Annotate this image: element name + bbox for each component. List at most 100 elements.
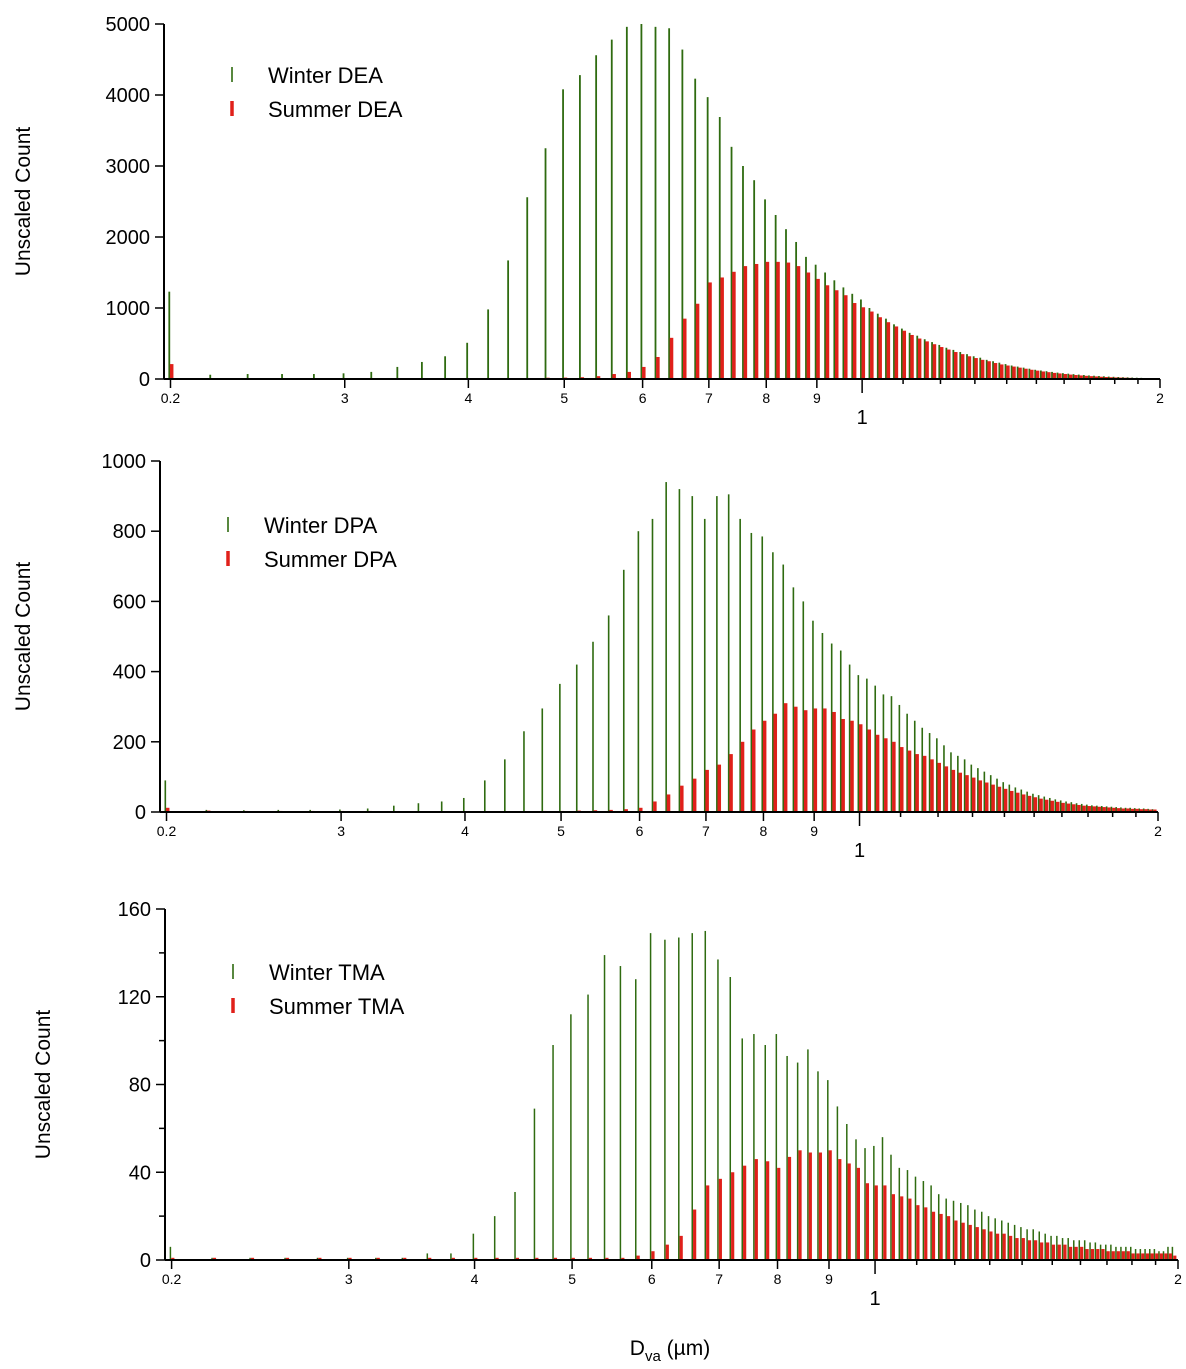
legend-swatch-winter bbox=[231, 67, 233, 82]
bar bbox=[921, 727, 924, 812]
x-tick-label: 4 bbox=[464, 390, 472, 406]
bar bbox=[900, 1196, 904, 1260]
y-tick-label: 4000 bbox=[106, 85, 151, 107]
bar bbox=[861, 307, 866, 379]
bar bbox=[1120, 1246, 1122, 1260]
bar bbox=[922, 755, 927, 812]
bar bbox=[874, 1185, 878, 1260]
bar bbox=[870, 311, 874, 379]
bar bbox=[466, 342, 469, 379]
bar bbox=[802, 601, 805, 812]
bar bbox=[833, 280, 836, 379]
bar bbox=[795, 241, 798, 379]
bar bbox=[906, 713, 908, 812]
bar bbox=[1040, 1242, 1044, 1260]
bar bbox=[1059, 800, 1062, 812]
bar bbox=[954, 1220, 958, 1260]
bar bbox=[866, 678, 868, 812]
bar bbox=[1149, 1249, 1151, 1260]
bar bbox=[805, 256, 807, 379]
bar bbox=[894, 326, 899, 379]
bar bbox=[1026, 791, 1028, 812]
bar bbox=[1115, 807, 1117, 812]
bar bbox=[1153, 809, 1157, 812]
bar bbox=[706, 1185, 710, 1260]
bar bbox=[860, 299, 862, 379]
bar bbox=[668, 28, 671, 379]
bar bbox=[808, 1152, 812, 1260]
bar bbox=[851, 293, 854, 379]
bar bbox=[1062, 373, 1064, 379]
bar bbox=[883, 1185, 887, 1260]
bar bbox=[931, 342, 933, 379]
bar bbox=[1107, 807, 1111, 812]
y-tick-label: 5000 bbox=[106, 14, 151, 36]
bar bbox=[892, 741, 896, 812]
y-tick-label: 200 bbox=[113, 732, 146, 754]
bar bbox=[999, 364, 1004, 379]
legend: Winter TMA Summer TMA bbox=[231, 960, 405, 1019]
bar bbox=[958, 772, 962, 812]
bar bbox=[998, 362, 1001, 379]
bar bbox=[1072, 804, 1076, 812]
bar bbox=[1145, 1253, 1150, 1260]
series-winter bbox=[168, 24, 1156, 380]
bar bbox=[1043, 796, 1046, 812]
x-tick-label: 8 bbox=[762, 390, 770, 406]
legend-label-winter: Winter TMA bbox=[269, 960, 385, 985]
y-tick-label: 1000 bbox=[102, 451, 147, 473]
bar bbox=[691, 496, 694, 812]
bar bbox=[1089, 376, 1094, 379]
bar bbox=[991, 784, 995, 812]
bar bbox=[975, 1227, 979, 1260]
bar bbox=[1051, 1244, 1056, 1260]
series-summer bbox=[171, 1150, 1177, 1261]
bar bbox=[786, 262, 791, 379]
bar bbox=[874, 685, 877, 812]
chart-panel-2: 0 200 400 600 800 1000 Unscaled Count 0.2 3 4 5 6 7 8… bbox=[12, 451, 1162, 862]
bar bbox=[796, 266, 801, 379]
bar bbox=[211, 1257, 213, 1260]
legend-swatch-winter bbox=[227, 517, 229, 532]
bar bbox=[1164, 1253, 1168, 1260]
bar bbox=[847, 1163, 851, 1260]
bar bbox=[852, 303, 857, 379]
bar bbox=[922, 1181, 925, 1260]
y-tick-label: 3000 bbox=[106, 156, 151, 178]
x-tick-label: 9 bbox=[810, 823, 818, 839]
bar bbox=[1004, 364, 1007, 379]
bar bbox=[731, 1172, 735, 1260]
bar bbox=[164, 780, 167, 812]
bar bbox=[971, 777, 976, 812]
x-tick-label: 2 bbox=[1154, 823, 1162, 839]
x-tick-label: 4 bbox=[471, 1271, 479, 1287]
bar bbox=[1134, 1249, 1137, 1260]
bar bbox=[1150, 1253, 1154, 1260]
bar bbox=[939, 1213, 943, 1260]
bar bbox=[761, 536, 764, 812]
bar bbox=[705, 769, 709, 812]
bar bbox=[596, 376, 601, 379]
legend-swatch-summer bbox=[230, 101, 234, 116]
bar bbox=[961, 1222, 965, 1260]
bar bbox=[716, 496, 718, 812]
bar bbox=[968, 1224, 972, 1260]
bar bbox=[595, 55, 598, 380]
bar bbox=[838, 1159, 842, 1260]
bar bbox=[171, 1257, 175, 1260]
bar bbox=[622, 569, 625, 812]
bar bbox=[1167, 1246, 1169, 1260]
bar bbox=[1063, 374, 1068, 379]
bar bbox=[370, 371, 373, 379]
bar bbox=[1098, 376, 1100, 379]
bar bbox=[842, 287, 845, 379]
bar bbox=[739, 518, 741, 812]
bar bbox=[316, 1257, 319, 1260]
bar bbox=[848, 664, 851, 812]
x-tick-label: 3 bbox=[345, 1271, 353, 1287]
bar bbox=[925, 341, 929, 379]
bar bbox=[855, 1139, 857, 1260]
bar bbox=[285, 1257, 290, 1260]
bar bbox=[706, 97, 709, 379]
bar bbox=[830, 643, 833, 812]
